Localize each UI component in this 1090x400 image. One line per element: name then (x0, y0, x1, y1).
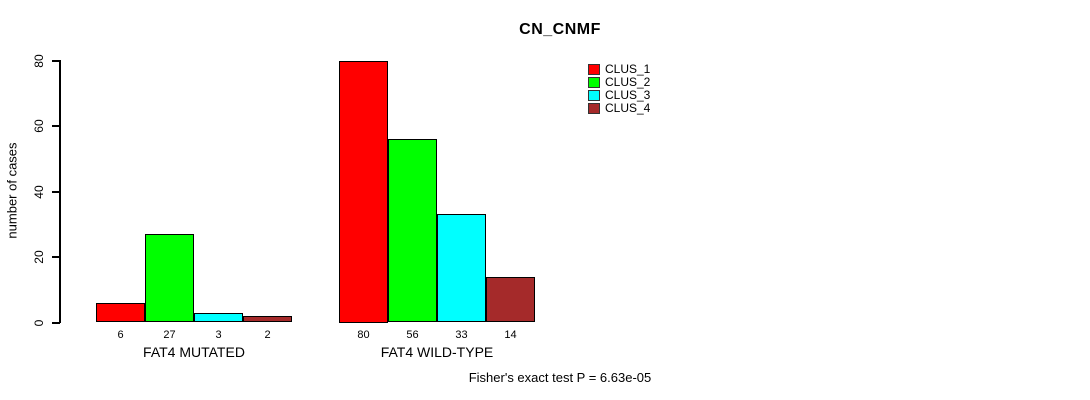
y-axis-label: number of cases (4, 142, 20, 239)
legend-swatch-icon (588, 77, 600, 88)
bar-clus_3-fat4-mutated (194, 312, 243, 323)
y-tick-label: 0 (32, 319, 46, 326)
bar-value-label: 6 (117, 329, 124, 341)
y-axis-line (59, 60, 61, 323)
y-tick-mark (52, 256, 60, 258)
legend-item: CLUS_1 (588, 63, 650, 76)
x-category-label: FAT4 MUTATED (143, 344, 245, 360)
legend-item: CLUS_4 (588, 102, 650, 115)
legend-label: CLUS_4 (605, 101, 651, 115)
y-tick-mark (52, 59, 60, 62)
bar-value-label: 27 (163, 329, 176, 341)
bar-clus_1-fat4-mutated (96, 302, 145, 323)
bar-clus_4-fat4-wild-type (486, 276, 535, 323)
bar-clus_2-fat4-wild-type (388, 139, 437, 323)
stat-test-note: Fisher's exact test P = 6.63e-05 (468, 370, 652, 385)
bar-value-label: 14 (504, 329, 517, 341)
y-tick-label: 60 (32, 119, 46, 133)
legend-swatch-icon (588, 103, 600, 114)
y-tick-mark (52, 190, 60, 193)
bar-clus_1-fat4-wild-type (339, 60, 388, 323)
y-tick-mark (52, 125, 60, 127)
legend: CLUS_1 CLUS_2 CLUS_3 CLUS_4 (588, 63, 650, 115)
bar-clus_3-fat4-wild-type (437, 214, 486, 323)
y-tick-label: 80 (32, 53, 46, 68)
bar-value-label: 33 (455, 329, 468, 341)
y-tick-label: 40 (32, 184, 46, 199)
bar-clus_2-fat4-mutated (145, 234, 194, 323)
legend-swatch-icon (588, 64, 600, 75)
legend-label: CLUS_2 (605, 75, 651, 89)
bar-clus_4-fat4-mutated (243, 315, 292, 323)
y-tick-label: 20 (32, 250, 46, 264)
legend-label: CLUS_1 (605, 62, 651, 76)
y-tick-mark (52, 321, 60, 324)
bar-value-label: 80 (357, 329, 370, 341)
legend-label: CLUS_3 (605, 88, 651, 102)
bar-value-label: 3 (215, 329, 222, 341)
legend-item: CLUS_3 (588, 89, 650, 102)
x-category-label: FAT4 WILD-TYPE (380, 344, 494, 360)
legend-item: CLUS_2 (588, 76, 650, 89)
bar-value-label: 56 (406, 329, 419, 341)
legend-swatch-icon (588, 90, 600, 101)
chart-title: CN_CNMF (519, 21, 601, 38)
bar-value-label: 2 (264, 329, 271, 341)
